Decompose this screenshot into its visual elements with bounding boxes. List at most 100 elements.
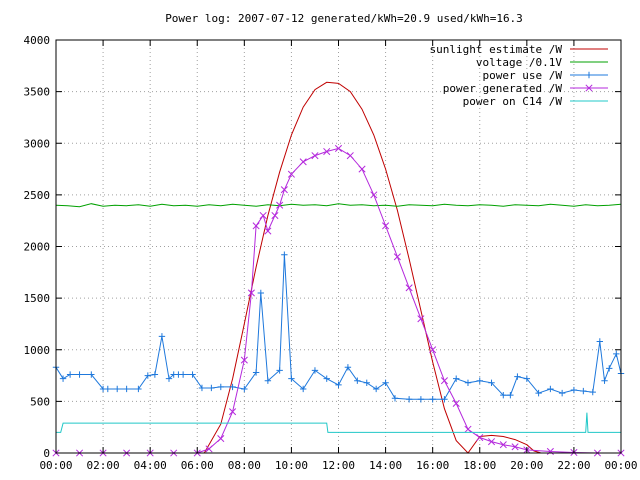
data-point	[547, 385, 554, 393]
x-tick-label: 20:00	[510, 459, 543, 472]
x-tick-label: 18:00	[463, 459, 496, 472]
data-point	[441, 396, 448, 403]
data-point	[382, 222, 390, 230]
data-point	[151, 371, 159, 378]
legend-marker	[585, 84, 593, 92]
data-point	[288, 375, 295, 382]
data-point	[240, 356, 248, 364]
y-tick-label: 500	[30, 395, 50, 408]
data-point	[464, 425, 472, 433]
data-point	[499, 441, 507, 449]
data-point	[208, 384, 215, 392]
data-point	[66, 371, 74, 378]
x-tick-label: 00:00	[604, 459, 637, 472]
data-point	[229, 383, 236, 391]
data-point	[580, 387, 587, 395]
data-point	[570, 386, 578, 394]
y-tick-label: 3000	[24, 137, 51, 150]
x-tick-label: 16:00	[416, 459, 449, 472]
data-point	[299, 385, 307, 393]
data-point	[393, 253, 401, 261]
data-point	[335, 381, 342, 389]
y-tick-label: 3500	[24, 86, 51, 99]
data-point	[558, 389, 566, 397]
data-point	[601, 377, 608, 384]
data-point	[281, 251, 288, 258]
x-tick-label: 10:00	[275, 459, 308, 472]
data-point	[276, 367, 283, 374]
y-tick-label: 1000	[24, 344, 51, 357]
x-tick-label: 02:00	[87, 459, 120, 472]
data-point	[311, 152, 319, 160]
series-line	[203, 81, 542, 454]
data-point	[241, 385, 248, 393]
data-point	[453, 375, 460, 382]
data-point	[271, 211, 279, 220]
legend-label: power use /W	[483, 69, 563, 82]
legend-marker	[585, 71, 593, 79]
chart-title: Power log: 2007-07-12 generated/kWh=20.9…	[165, 12, 523, 25]
data-point	[382, 379, 389, 386]
y-tick-label: 2000	[24, 241, 51, 254]
data-point	[264, 377, 272, 384]
data-point	[264, 227, 272, 235]
data-point	[252, 222, 260, 230]
data-point	[363, 379, 370, 386]
series-1	[55, 203, 622, 208]
data-point	[440, 377, 448, 385]
data-point	[179, 371, 187, 378]
data-point	[344, 364, 352, 371]
data-point	[405, 396, 413, 403]
data-point	[311, 367, 319, 374]
data-point	[476, 377, 483, 384]
x-tick-label: 00:00	[39, 459, 72, 472]
data-point	[135, 385, 142, 393]
data-point	[606, 365, 613, 372]
data-point	[123, 385, 130, 393]
data-point	[259, 211, 267, 220]
data-point	[488, 379, 495, 386]
data-point	[276, 201, 284, 209]
data-point	[217, 434, 225, 443]
data-point	[229, 408, 237, 416]
data-point	[523, 375, 531, 382]
data-point	[358, 165, 366, 173]
data-point	[334, 144, 343, 152]
data-point	[158, 333, 166, 340]
data-point	[252, 369, 260, 376]
x-tick-label: 06:00	[181, 459, 214, 472]
x-tick-label: 12:00	[322, 459, 355, 472]
data-point	[247, 289, 255, 297]
data-point	[596, 338, 604, 345]
data-point	[500, 391, 507, 399]
legend-label: power generated /W	[443, 82, 563, 95]
y-tick-label: 0	[43, 447, 50, 460]
x-tick-label: 04:00	[134, 459, 167, 472]
data-point	[323, 147, 331, 156]
data-point	[476, 433, 484, 442]
data-point	[487, 438, 496, 446]
data-point	[217, 383, 224, 391]
data-point	[417, 315, 425, 323]
legend-label: sunlight estimate /W	[430, 43, 563, 56]
x-tick-label: 14:00	[369, 459, 402, 472]
data-point	[104, 385, 111, 393]
data-point	[511, 443, 519, 451]
data-point	[405, 284, 413, 292]
data-point	[464, 379, 472, 386]
legend-label: voltage /0.1V	[476, 56, 562, 69]
data-point	[205, 445, 213, 453]
data-point	[144, 372, 152, 379]
x-tick-label: 22:00	[557, 459, 590, 472]
data-point	[429, 396, 436, 403]
data-point	[429, 346, 437, 354]
data-point	[417, 396, 425, 403]
series-4	[56, 412, 621, 433]
x-tick-label: 08:00	[228, 459, 261, 472]
series-2	[52, 251, 625, 403]
data-point	[287, 170, 295, 178]
axis-ticks: 0 500 1000 1500 2000 2500 3000 3500 4000 00:00 02:…	[24, 34, 638, 472]
data-point	[507, 391, 514, 399]
